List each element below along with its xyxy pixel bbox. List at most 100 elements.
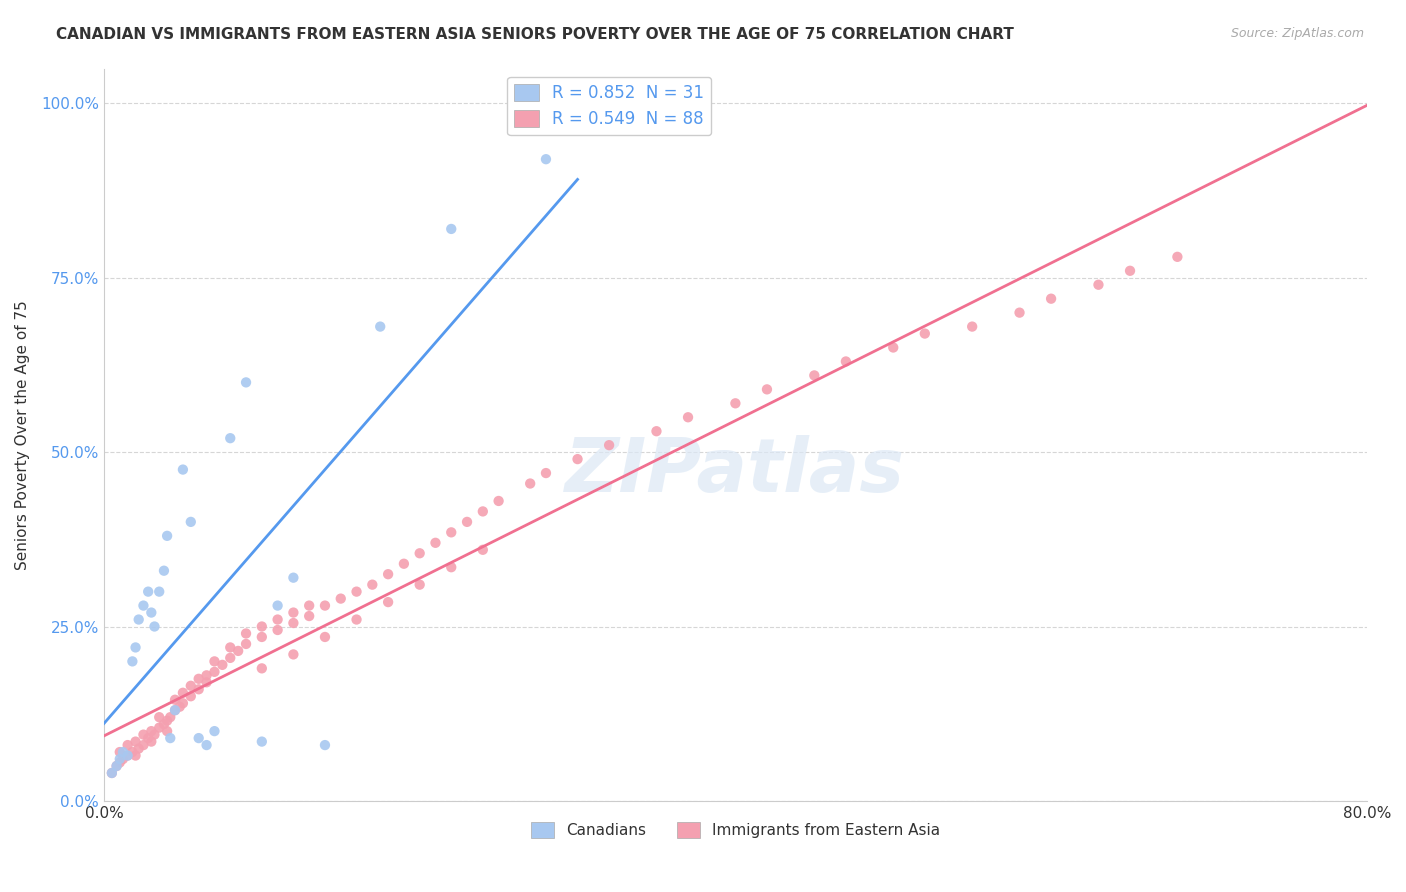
Point — [159, 710, 181, 724]
Point — [346, 613, 368, 627]
Point — [724, 396, 747, 410]
Point — [180, 679, 202, 693]
Point — [172, 686, 194, 700]
Point — [329, 591, 352, 606]
Point — [314, 599, 336, 613]
Point — [645, 424, 668, 438]
Point — [141, 724, 163, 739]
Point — [803, 368, 825, 383]
Point — [835, 354, 858, 368]
Point — [163, 692, 186, 706]
Point — [219, 640, 242, 655]
Point — [361, 577, 384, 591]
Point — [163, 703, 186, 717]
Point — [250, 619, 273, 633]
Point — [314, 630, 336, 644]
Point — [235, 626, 257, 640]
Point — [314, 738, 336, 752]
Point — [187, 672, 209, 686]
Point — [141, 606, 163, 620]
Point — [440, 560, 463, 574]
Point — [136, 584, 159, 599]
Point — [132, 599, 155, 613]
Point — [598, 438, 620, 452]
Point — [132, 728, 155, 742]
Point — [488, 494, 510, 508]
Point — [121, 654, 143, 668]
Point — [108, 752, 131, 766]
Point — [195, 675, 218, 690]
Point — [211, 657, 233, 672]
Point — [377, 595, 399, 609]
Point — [250, 734, 273, 748]
Point — [960, 319, 983, 334]
Point — [1166, 250, 1188, 264]
Point — [408, 577, 430, 591]
Point — [180, 515, 202, 529]
Point — [141, 734, 163, 748]
Point — [156, 724, 179, 739]
Legend: Canadians, Immigrants from Eastern Asia: Canadians, Immigrants from Eastern Asia — [524, 816, 946, 845]
Point — [148, 710, 170, 724]
Point — [117, 748, 139, 763]
Point — [187, 682, 209, 697]
Point — [283, 615, 305, 630]
Point — [143, 619, 166, 633]
Point — [148, 584, 170, 599]
Point — [153, 717, 176, 731]
Point — [101, 766, 124, 780]
Point — [148, 721, 170, 735]
Point — [250, 630, 273, 644]
Point — [235, 637, 257, 651]
Point — [101, 766, 124, 780]
Point — [377, 567, 399, 582]
Point — [1087, 277, 1109, 292]
Point — [136, 731, 159, 745]
Y-axis label: Seniors Poverty Over the Age of 75: Seniors Poverty Over the Age of 75 — [15, 300, 30, 570]
Point — [143, 728, 166, 742]
Point — [195, 738, 218, 752]
Text: CANADIAN VS IMMIGRANTS FROM EASTERN ASIA SENIORS POVERTY OVER THE AGE OF 75 CORR: CANADIAN VS IMMIGRANTS FROM EASTERN ASIA… — [56, 27, 1014, 42]
Point — [163, 703, 186, 717]
Point — [1119, 264, 1142, 278]
Point — [105, 759, 128, 773]
Point — [117, 748, 139, 763]
Point — [266, 613, 288, 627]
Point — [1040, 292, 1063, 306]
Point — [266, 623, 288, 637]
Point — [172, 462, 194, 476]
Point — [298, 609, 321, 624]
Point — [156, 714, 179, 728]
Point — [111, 745, 134, 759]
Point — [914, 326, 936, 341]
Point — [440, 525, 463, 540]
Point — [368, 319, 391, 334]
Point — [298, 599, 321, 613]
Point — [392, 557, 415, 571]
Point — [117, 738, 139, 752]
Point — [534, 466, 557, 480]
Point — [283, 571, 305, 585]
Point — [882, 341, 904, 355]
Point — [172, 696, 194, 710]
Point — [108, 745, 131, 759]
Text: Source: ZipAtlas.com: Source: ZipAtlas.com — [1230, 27, 1364, 40]
Point — [204, 665, 226, 679]
Point — [204, 724, 226, 739]
Point — [169, 699, 191, 714]
Point — [266, 599, 288, 613]
Point — [159, 731, 181, 745]
Point — [219, 431, 242, 445]
Point — [219, 651, 242, 665]
Point — [132, 738, 155, 752]
Point — [346, 584, 368, 599]
Point — [187, 731, 209, 745]
Point — [471, 504, 494, 518]
Point — [156, 529, 179, 543]
Text: ZIPatlas: ZIPatlas — [565, 434, 905, 508]
Point — [283, 648, 305, 662]
Point — [408, 546, 430, 560]
Point — [471, 542, 494, 557]
Point — [676, 410, 699, 425]
Point — [1008, 305, 1031, 319]
